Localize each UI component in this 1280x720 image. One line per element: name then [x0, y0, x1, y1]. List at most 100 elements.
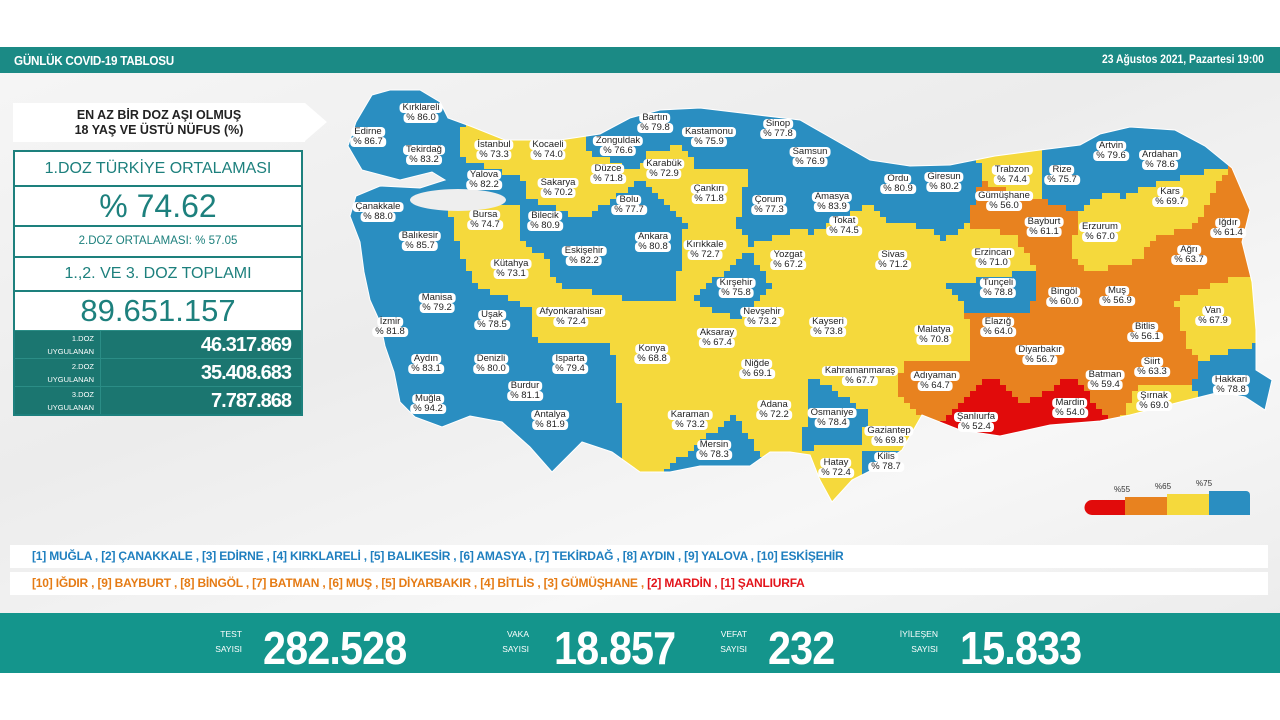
- province-area: [766, 151, 773, 158]
- province-area: [976, 271, 983, 278]
- province-area: [658, 151, 665, 158]
- province-area: [658, 187, 665, 194]
- province-area: [406, 181, 413, 188]
- province-area: [496, 109, 503, 116]
- province-area: [868, 193, 875, 200]
- province-area: [676, 193, 683, 200]
- province-area: [730, 151, 737, 158]
- province-area: [736, 133, 743, 140]
- province-area: [850, 259, 857, 266]
- province-area: [592, 90, 599, 92]
- province-area: [1000, 121, 1007, 128]
- province-area: [1030, 151, 1037, 158]
- province-area: [1102, 271, 1109, 278]
- province-area: [1174, 145, 1181, 152]
- province-area: [946, 193, 953, 200]
- province-area: [448, 241, 455, 248]
- province-area: [724, 217, 731, 224]
- province-area: [562, 157, 569, 164]
- province-area: [1252, 169, 1259, 176]
- province-area: [484, 103, 491, 110]
- province-area: [922, 187, 929, 194]
- province-area: [1084, 211, 1091, 218]
- province-area: [400, 139, 407, 146]
- province-area: [844, 151, 851, 158]
- province-area: [1258, 193, 1265, 200]
- province-area: [760, 175, 767, 182]
- province-area: [964, 115, 971, 122]
- province-area: [1222, 253, 1229, 260]
- province-area: [1018, 115, 1025, 122]
- province-area: [484, 163, 491, 170]
- province-area: [538, 163, 545, 170]
- province-area: [862, 247, 869, 254]
- province-area: [1114, 109, 1121, 116]
- province-area: [1120, 235, 1127, 242]
- province-area: [1120, 90, 1127, 92]
- province-area: [394, 103, 401, 110]
- province-area: [910, 157, 917, 164]
- province-area: [754, 235, 761, 242]
- province-area: [1018, 91, 1025, 98]
- province-area: [604, 199, 611, 206]
- province-area: [964, 145, 971, 152]
- province-area: [430, 265, 437, 272]
- province-area: [676, 211, 683, 218]
- province-area: [628, 109, 635, 116]
- province-area: [1024, 133, 1031, 140]
- province-area: [760, 223, 767, 230]
- province-area: [682, 199, 689, 206]
- province-area: [400, 265, 407, 272]
- province-area: [1132, 91, 1139, 98]
- province-area: [1030, 187, 1037, 194]
- province-area: [598, 103, 605, 110]
- province-area: [682, 109, 689, 116]
- province-area: [724, 271, 731, 278]
- province-area: [910, 199, 917, 206]
- province-area: [736, 199, 743, 206]
- province-area: [370, 109, 377, 116]
- province-area: [1090, 193, 1097, 200]
- province-area: [940, 103, 947, 110]
- province-area: [850, 139, 857, 146]
- province-area: [1252, 103, 1259, 110]
- province-area: [370, 271, 377, 278]
- province-area: [1270, 151, 1272, 158]
- province-area: [460, 103, 467, 110]
- province-area: [748, 193, 755, 200]
- province-area: [1192, 133, 1199, 140]
- province-area: [454, 253, 461, 260]
- province-area: [646, 90, 653, 92]
- province-area: [784, 193, 791, 200]
- province-area: [922, 241, 929, 248]
- province-area: [502, 193, 509, 200]
- province-area: [370, 163, 377, 170]
- province-area: [928, 121, 935, 128]
- province-area: [940, 163, 947, 170]
- province-area: [538, 115, 545, 122]
- province-area: [1186, 193, 1193, 200]
- province-area: [1060, 193, 1067, 200]
- province-area: [772, 91, 779, 98]
- province-area: [424, 121, 431, 128]
- province-area: [940, 259, 947, 266]
- province-area: [1198, 223, 1205, 230]
- province-area: [1186, 115, 1193, 122]
- province-area: [406, 223, 413, 230]
- province-area: [556, 205, 563, 212]
- province-area: [862, 205, 869, 212]
- province-area: [526, 115, 533, 122]
- province-area: [1264, 157, 1271, 164]
- province-area: [1054, 127, 1061, 134]
- province-area: [1210, 241, 1217, 248]
- province-area: [394, 157, 401, 164]
- province-area: [394, 241, 401, 248]
- province-area: [694, 223, 701, 230]
- province-area: [1150, 115, 1157, 122]
- province-area: [1192, 187, 1199, 194]
- province-area: [454, 145, 461, 152]
- province-area: [928, 223, 935, 230]
- province-area: [1012, 139, 1019, 146]
- province-area: [1252, 175, 1259, 182]
- province-area: [640, 163, 647, 170]
